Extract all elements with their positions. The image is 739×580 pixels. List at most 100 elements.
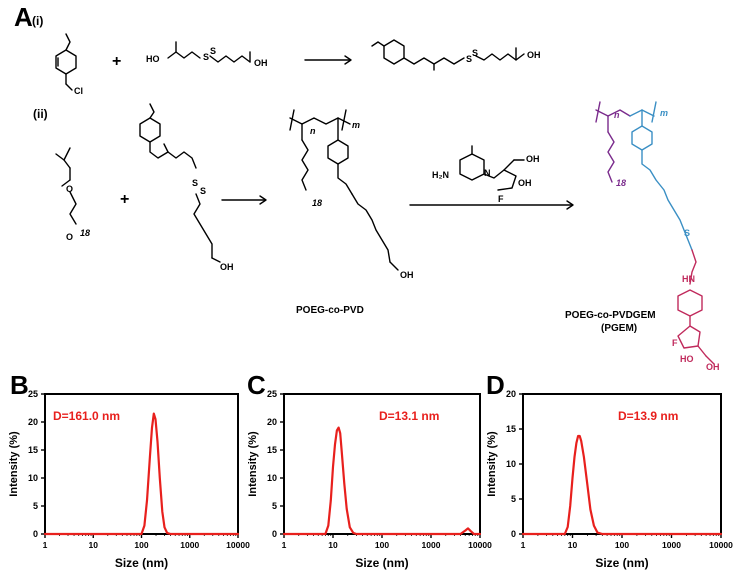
x-tick-label: 10 [568, 540, 578, 550]
diameter-annotation: D=13.1 nm [379, 409, 439, 423]
y-tick-label: 5 [33, 501, 38, 511]
atom-oh-monomer: OH [220, 262, 234, 272]
vinylbenzyl-chloride-structure [55, 33, 77, 91]
y-tick-label: 20 [28, 417, 38, 427]
pgem-poeg-block [595, 101, 631, 183]
atom-f-gem: F [498, 194, 504, 204]
atom-18-pgem: 18 [616, 178, 626, 188]
size-distribution-curve [282, 426, 482, 536]
atom-s-4: S [472, 48, 478, 58]
y-tick-label: 0 [511, 529, 516, 539]
panel-letter-b: B [10, 370, 29, 400]
x-tick-label: 10000 [709, 540, 733, 550]
x-tick-label: 100 [615, 540, 629, 550]
y-tick-label: 15 [28, 445, 38, 455]
atom-nh2-gem: H₂N [432, 170, 449, 180]
atom-cl: Cl [74, 86, 83, 96]
chart-b: 1 10 100 1000 10000 0 5 10 15 20 25 Size (nm) Intens… [8, 389, 250, 570]
y-tick-label: 5 [272, 501, 277, 511]
atom-n-sub: n [310, 126, 316, 136]
atom-n-gem: N [484, 168, 491, 178]
panel-letter-d: D [486, 370, 505, 400]
x-tick-label: 100 [134, 540, 148, 550]
y-tick-label: 25 [28, 389, 38, 399]
atom-f-pgem: F [672, 338, 678, 348]
step-ii-label: (ii) [33, 107, 48, 121]
gemcitabine-structure [459, 145, 525, 191]
atom-oh-polymer: OH [400, 270, 414, 280]
x-tick-label: 1 [282, 540, 287, 550]
x-axis-label: Size (nm) [115, 556, 168, 570]
vbd-monomer-structure [139, 103, 221, 263]
x-tick-label: 100 [375, 540, 389, 550]
y-tick-label: 25 [267, 389, 277, 399]
pgem-label-line2: (PGEM) [601, 323, 638, 334]
x-tick-label: 1000 [662, 540, 681, 550]
y-axis-label: Intensity (%) [486, 431, 498, 497]
oegma-monomer-structure [55, 147, 77, 225]
atom-oh-gem: OH [518, 178, 532, 188]
reaction-scheme: Cl HO S S OH S S OH O O 18 S S OH n m 18… [55, 33, 720, 370]
pgem-label-line1: POEG-co-PVDGEM [565, 310, 656, 321]
pgem-gem-block [677, 249, 715, 365]
size-distribution-curve [521, 434, 723, 536]
panel-letter-a: A [14, 2, 33, 32]
plus-sign-i: + [112, 53, 121, 70]
y-tick-label: 15 [506, 424, 516, 434]
x-tick-label: 1 [43, 540, 48, 550]
x-axis-label: Size (nm) [595, 556, 648, 570]
atom-s-2: S [210, 46, 216, 56]
atom-18-polymer: 18 [312, 198, 322, 208]
atom-s-pgem: S [684, 228, 690, 238]
vinylbenzyl-disulfide-acid-structure [371, 39, 525, 71]
atom-n-pgem: n [614, 110, 620, 120]
atom-m-pgem: m [660, 108, 668, 118]
size-distribution-curve [43, 412, 240, 536]
y-axis-label: Intensity (%) [247, 431, 259, 497]
atom-s-5: S [192, 178, 198, 188]
x-axis-label: Size (nm) [355, 556, 408, 570]
x-tick-label: 10 [89, 540, 99, 550]
y-tick-label: 0 [33, 529, 38, 539]
x-tick-label: 10000 [226, 540, 250, 550]
atom-hn-pgem: HN [682, 274, 695, 284]
x-tick-label: 1000 [180, 540, 199, 550]
atom-s-6: S [200, 186, 206, 196]
plus-sign-ii: + [120, 191, 129, 208]
y-tick-label: 5 [511, 494, 516, 504]
atom-s-1: S [203, 52, 209, 62]
chart-c: 1 10 100 1000 10000 0 5 10 15 20 25 Size (nm) Intens… [247, 389, 492, 570]
chart-d: 1 10 100 1000 10000 0 5 10 15 20 Size (nm) Intensit… [486, 389, 733, 570]
atom-o-monomer-2: O [66, 232, 73, 242]
atom-oh-gem-2: OH [526, 154, 540, 164]
x-tick-label: 10 [328, 540, 338, 550]
atom-oh-pgem: OH [706, 362, 720, 370]
atom-m-sub: m [352, 120, 360, 130]
y-tick-label: 20 [267, 417, 277, 427]
x-tick-label: 10000 [468, 540, 492, 550]
atom-s-3: S [466, 54, 472, 64]
pgem-pvd-block [629, 101, 693, 251]
diameter-annotation: D=161.0 nm [53, 409, 120, 423]
atom-ho-left: HO [146, 54, 160, 64]
y-tick-label: 20 [506, 389, 516, 399]
atom-oh-right: OH [254, 58, 268, 68]
diameter-annotation: D=13.9 nm [618, 409, 678, 423]
x-tick-label: 1 [521, 540, 526, 550]
step-i-label: (i) [32, 14, 44, 28]
atom-18-monomer: 18 [80, 228, 90, 238]
panel-letter-c: C [247, 370, 266, 400]
y-axis-label: Intensity (%) [8, 431, 20, 497]
atom-oh-product-i: OH [527, 50, 541, 60]
poeg-co-pvd-label: POEG-co-PVD [296, 305, 364, 316]
y-tick-label: 0 [272, 529, 277, 539]
y-tick-label: 10 [267, 473, 277, 483]
y-tick-label: 10 [28, 473, 38, 483]
atom-ho-pgem: HO [680, 354, 694, 364]
x-tick-label: 1000 [422, 540, 441, 550]
dithiodibutyric-acid-structure [167, 41, 251, 63]
atom-o-monomer: O [66, 184, 73, 194]
y-tick-label: 10 [506, 459, 516, 469]
y-tick-label: 15 [267, 445, 277, 455]
